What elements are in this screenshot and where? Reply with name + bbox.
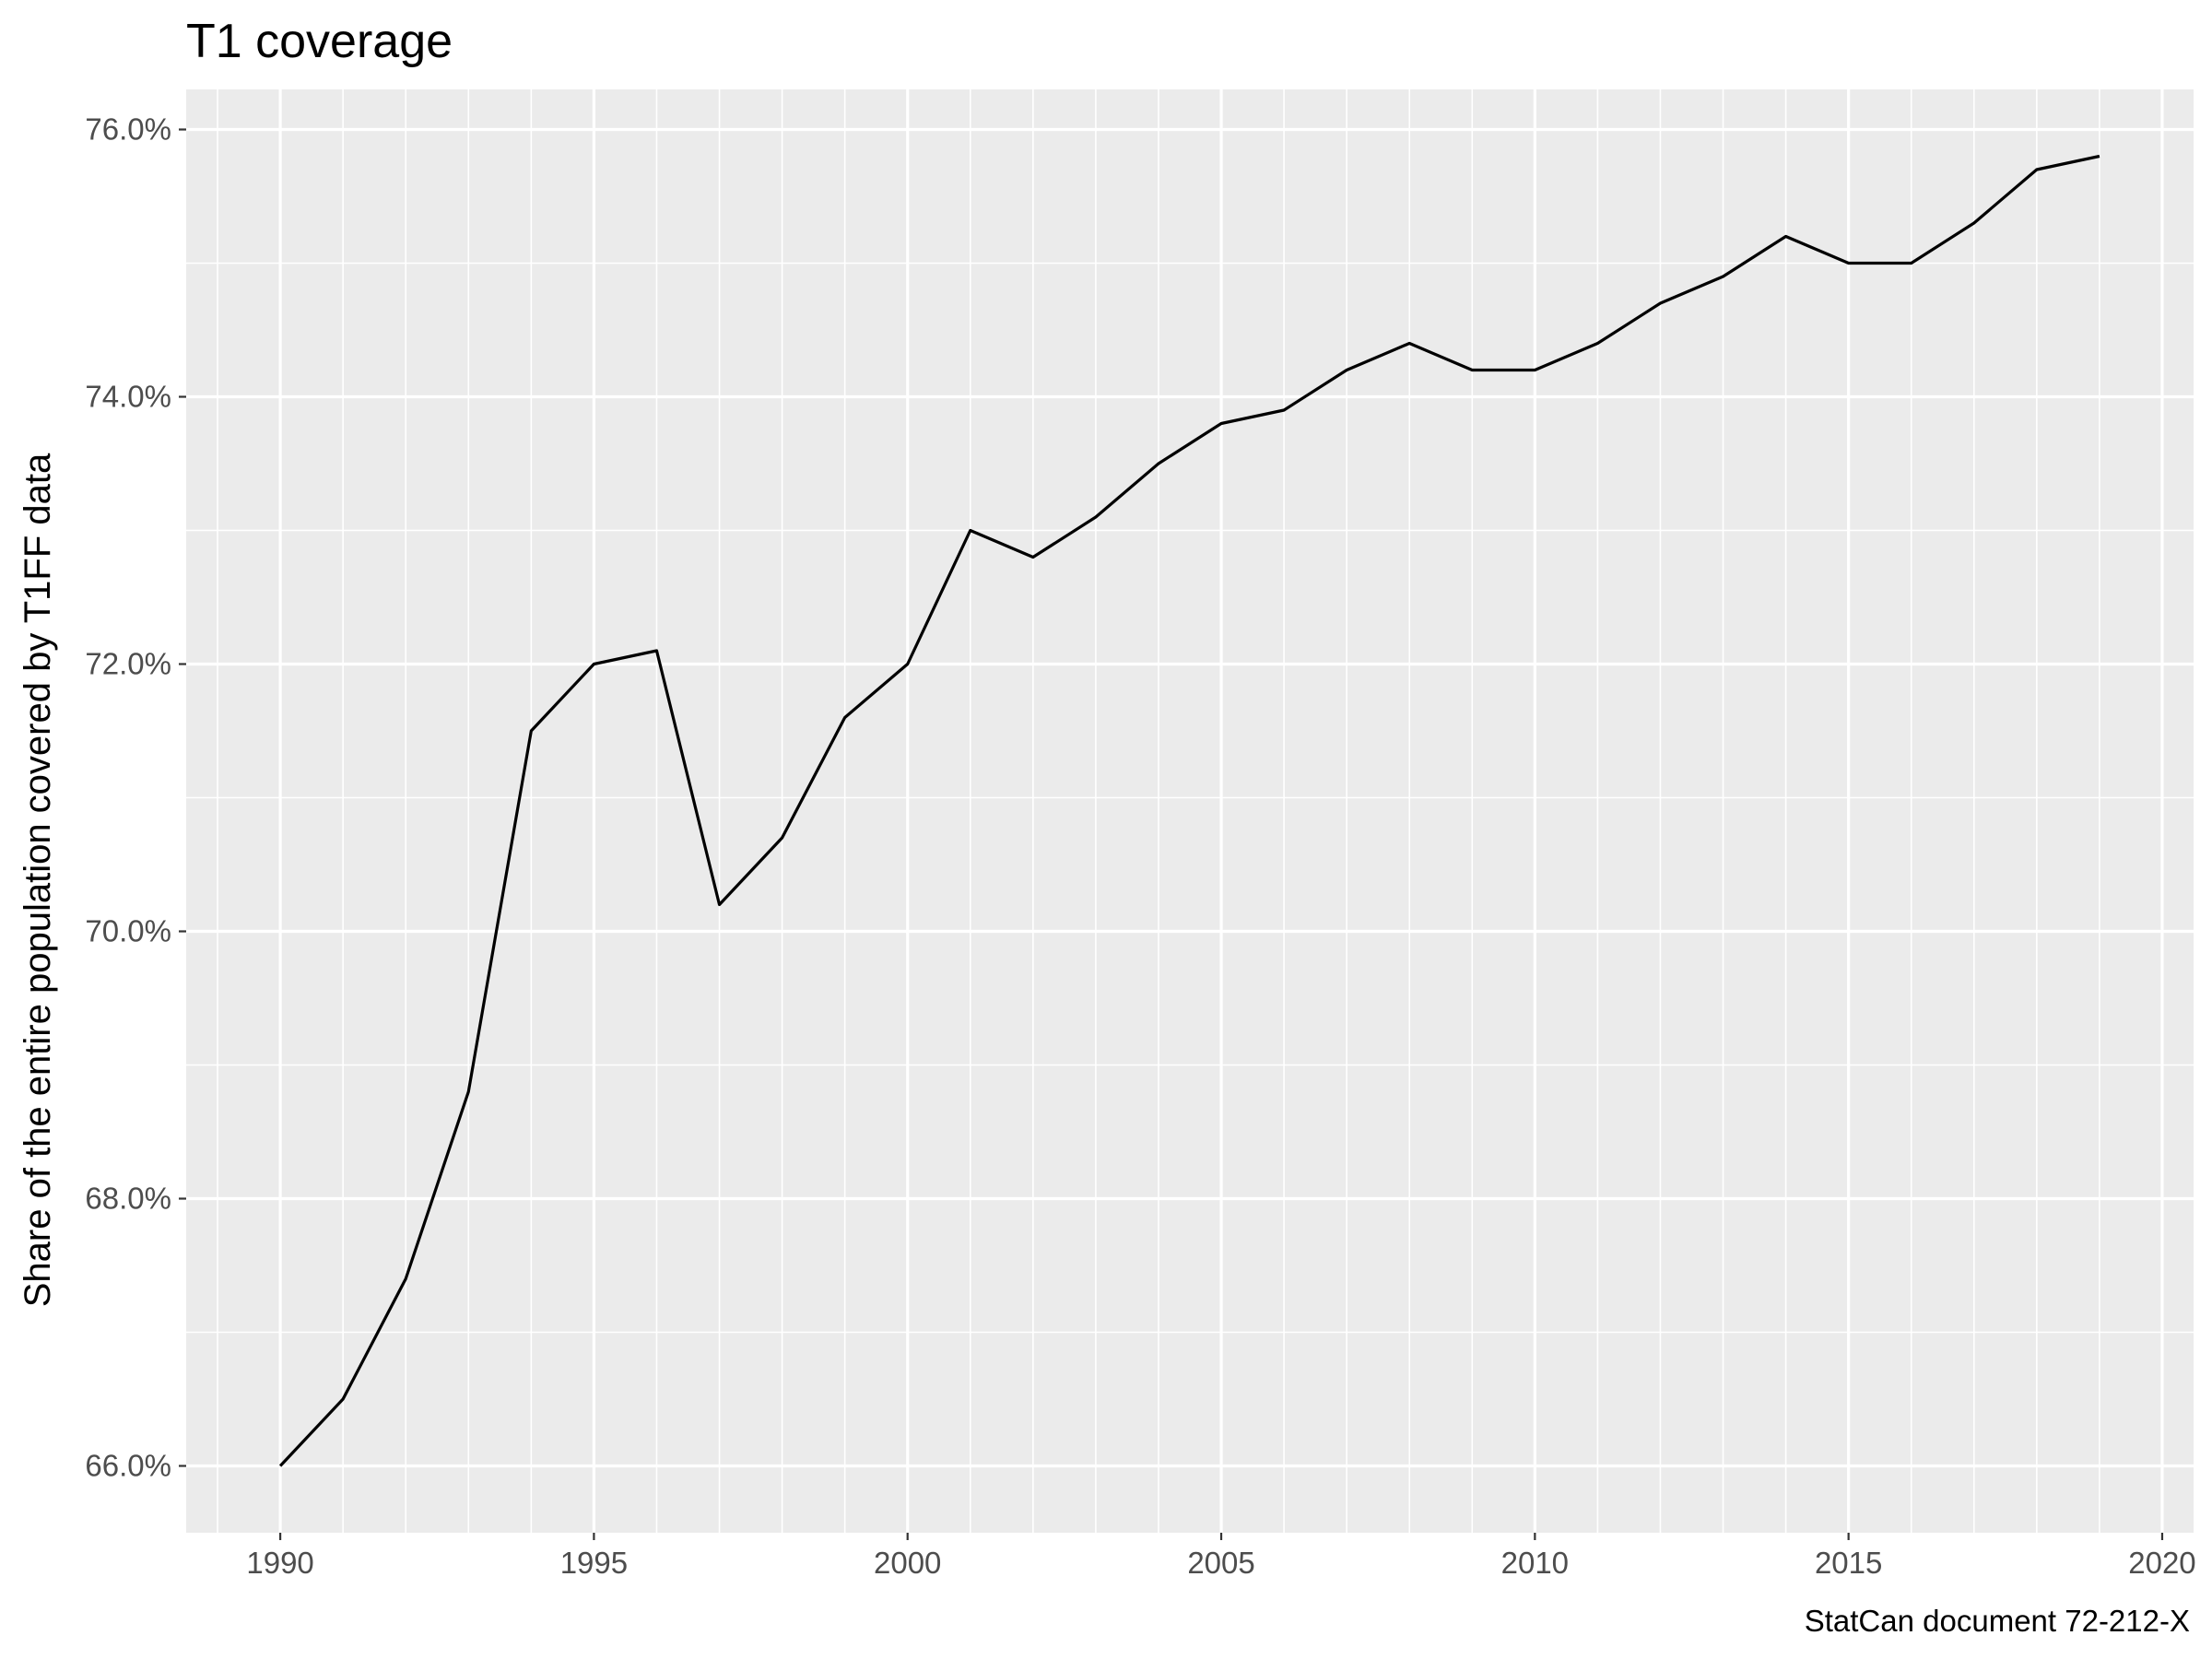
x-axis-ticks: 1990 1995 2000 2005 2010 2015 2020: [246, 1533, 2196, 1580]
series-line: [278, 154, 2100, 1467]
y-tick-label: 72.0%: [85, 647, 171, 681]
y-tick-label: 76.0%: [85, 112, 171, 147]
plot-panel: [186, 89, 2194, 1533]
chart-title: T1 coverage: [186, 15, 453, 68]
x-tick-label: 2020: [2128, 1546, 2195, 1580]
y-axis-label: Share of the entire population covered b…: [18, 453, 58, 1307]
series-layer: [278, 154, 2100, 1467]
x-tick-label: 2000: [874, 1546, 941, 1580]
x-tick-label: 2015: [1815, 1546, 1882, 1580]
y-tick-label: 66.0%: [85, 1449, 171, 1483]
x-tick-label: 2010: [1501, 1546, 1569, 1580]
x-tick-label: 2005: [1187, 1546, 1254, 1580]
y-axis-ticks: 66.0% 68.0% 70.0% 72.0% 74.0% 76.0%: [85, 112, 186, 1483]
x-tick-label: 1990: [246, 1546, 313, 1580]
major-gridlines: [186, 89, 2194, 1533]
y-tick-label: 70.0%: [85, 914, 171, 948]
x-tick-label: 1995: [560, 1546, 628, 1580]
minor-gridlines: [186, 89, 2194, 1533]
y-tick-label: 74.0%: [85, 380, 171, 414]
y-tick-label: 68.0%: [85, 1182, 171, 1216]
chart-caption: StatCan document 72-212-X: [1805, 1604, 2190, 1638]
